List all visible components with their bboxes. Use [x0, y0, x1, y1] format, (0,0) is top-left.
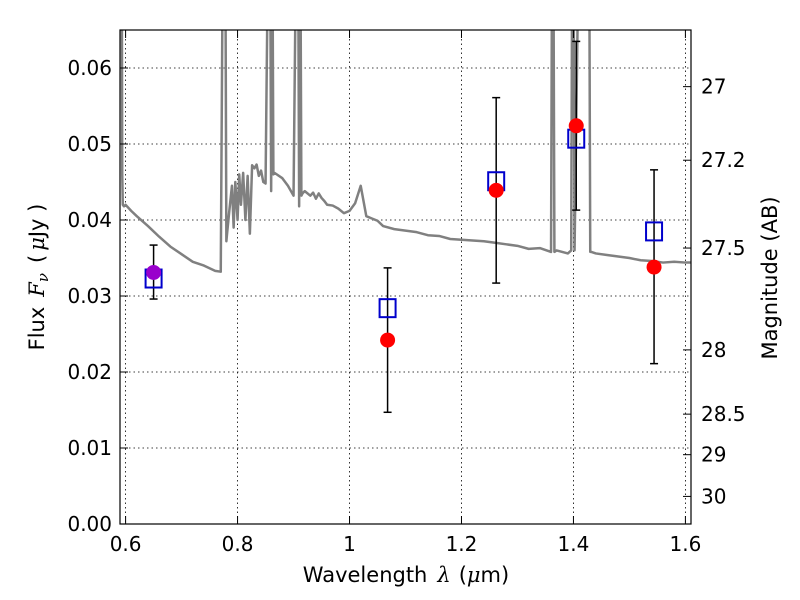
y-tick-label: 0.00 [67, 512, 112, 536]
y-axis-label: Flux Fν ( μJy ) [25, 204, 52, 351]
x-axis-label-text: Wavelength [303, 563, 428, 587]
y-tick-label: 0.06 [67, 56, 112, 80]
observed-point [489, 183, 504, 198]
x-tick-labels: 0.6 0.8 1 1.2 1.4 1.6 [110, 532, 702, 556]
x-tick-label: 1.4 [558, 532, 590, 556]
y-tick-label: 0.04 [67, 208, 112, 232]
x-tick-label: 0.8 [222, 532, 254, 556]
observed-point [647, 260, 662, 275]
y-axis-label-symbol-sub: ν [34, 273, 52, 282]
right-tick-label: 27.5 [701, 236, 746, 260]
observed-point [380, 333, 395, 348]
x-axis-label-unit-symbol: μ [467, 563, 481, 587]
x-axis-label: Wavelength λ (μm) [303, 563, 509, 587]
right-tick-label: 28 [701, 338, 726, 362]
sed-chart: 0.6 0.8 1 1.2 1.4 1.6 0.000.010.020.030.040.0… [0, 0, 800, 600]
y-tick-label: 0.01 [67, 436, 112, 460]
observed-points [146, 118, 661, 347]
y-axis-label-symbol: F [25, 281, 49, 298]
y-tick-label: 0.03 [67, 284, 112, 308]
spectrum-line [121, 0, 691, 272]
y-axis-label-unit-symbol: μ [25, 237, 49, 251]
model-spectrum [121, 0, 691, 272]
observed-point [146, 265, 161, 280]
y-axis-label-unit-suffix: Jy ) [25, 204, 49, 240]
x-axis-label-unit-prefix: ( [459, 563, 467, 587]
right-tick-label: 29 [701, 443, 726, 467]
right-tick-label: 30 [701, 484, 726, 508]
right-tick-label: 27 [701, 75, 726, 99]
x-tick-label: 1.2 [446, 532, 478, 556]
x-tick-label: 1.6 [669, 532, 701, 556]
x-axis-label-unit-suffix: m) [481, 563, 510, 587]
right-tick-label: 28.5 [701, 402, 746, 426]
observed-point [569, 118, 584, 133]
y-axis-label-unit-prefix: ( [25, 255, 49, 263]
axis-ticks [120, 30, 691, 524]
right-tick-label: 27.2 [701, 148, 746, 172]
right-tick-labels: 27 27.2 27.5 28 28.5 29 30 [701, 75, 746, 509]
y-tick-labels: 0.00 0.01 0.02 0.03 0.04 0.05 0.06 [67, 56, 112, 536]
y-tick-label: 0.05 [67, 132, 112, 156]
model-bandpass-points [146, 130, 662, 317]
y-right-axis-label: Magnitude (AB) [758, 196, 782, 359]
y-tick-label: 0.02 [67, 360, 112, 384]
grid-lines [120, 30, 691, 524]
x-axis-label-symbol: λ [436, 563, 450, 587]
y-axis-label-text: Flux [25, 307, 49, 351]
x-tick-label: 1 [343, 532, 356, 556]
x-tick-label: 0.6 [110, 532, 142, 556]
plot-frame [120, 30, 691, 524]
